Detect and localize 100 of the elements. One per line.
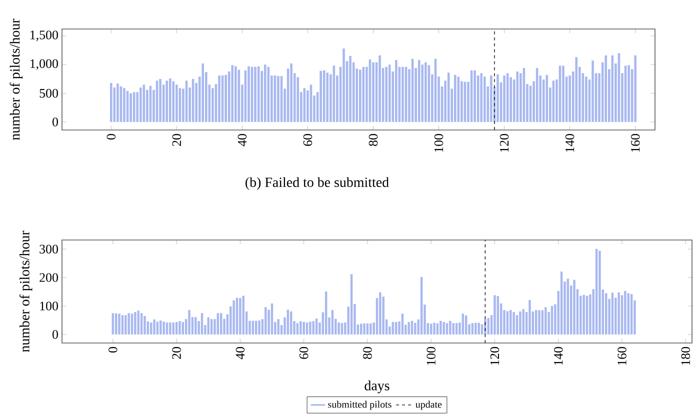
bar bbox=[309, 322, 312, 334]
bar bbox=[342, 48, 345, 122]
bar bbox=[430, 324, 432, 334]
legend-label: submitted pilots bbox=[328, 400, 392, 410]
bar bbox=[118, 314, 120, 334]
bar bbox=[510, 310, 512, 334]
bar bbox=[478, 322, 480, 334]
bar bbox=[110, 82, 112, 122]
bar bbox=[490, 75, 492, 122]
bar bbox=[560, 272, 563, 334]
bar bbox=[159, 78, 162, 122]
y-tick-label: 200 bbox=[40, 273, 58, 282]
bar bbox=[137, 310, 140, 334]
bar bbox=[218, 75, 220, 122]
bar bbox=[562, 66, 564, 122]
bar bbox=[358, 70, 362, 122]
bar bbox=[128, 313, 130, 334]
bar bbox=[370, 323, 372, 334]
bar bbox=[202, 63, 204, 122]
bar bbox=[160, 320, 162, 334]
y-axis-title: number of pilots/hour bbox=[10, 18, 22, 140]
bar bbox=[471, 323, 474, 334]
bar bbox=[452, 323, 454, 334]
x-tick-label: 20 bbox=[172, 347, 181, 359]
bar bbox=[178, 321, 181, 334]
bar bbox=[496, 296, 500, 334]
bar bbox=[408, 322, 410, 334]
bar bbox=[338, 322, 340, 334]
y-tick-label: 1,000 bbox=[30, 59, 58, 70]
bar bbox=[315, 318, 318, 334]
bar bbox=[418, 60, 420, 122]
x-tick-label: 120 bbox=[490, 347, 500, 365]
bar bbox=[624, 290, 626, 334]
bar bbox=[116, 84, 119, 122]
bar bbox=[496, 74, 499, 122]
bar bbox=[598, 250, 601, 334]
bar bbox=[258, 320, 260, 334]
bar bbox=[134, 312, 136, 334]
y-axis-title: number of pilots/hour bbox=[19, 230, 32, 352]
bar bbox=[595, 248, 598, 334]
bar bbox=[534, 310, 538, 334]
y-tick-label: 100 bbox=[40, 302, 58, 310]
bar bbox=[573, 280, 576, 334]
bar bbox=[582, 294, 585, 334]
bar bbox=[503, 75, 506, 122]
bar bbox=[388, 64, 391, 122]
bar bbox=[575, 57, 578, 122]
bar bbox=[200, 313, 204, 334]
bar bbox=[512, 312, 515, 334]
bar bbox=[544, 307, 547, 334]
x-tick-label: 80 bbox=[368, 134, 378, 146]
bar bbox=[519, 311, 522, 334]
x-tick-label: 0 bbox=[108, 347, 118, 352]
bar bbox=[360, 324, 362, 334]
bar bbox=[442, 322, 445, 334]
bar bbox=[550, 306, 554, 334]
bar bbox=[234, 66, 237, 122]
bar bbox=[130, 314, 134, 334]
bar bbox=[604, 55, 608, 122]
x-tick-label: 180 bbox=[681, 347, 690, 365]
bar bbox=[483, 76, 486, 122]
bar bbox=[546, 74, 548, 122]
bar bbox=[166, 322, 168, 334]
x-tick-label: 100 bbox=[434, 134, 444, 152]
bar bbox=[220, 313, 222, 334]
bar bbox=[385, 66, 388, 122]
y-tick-label: 500 bbox=[40, 88, 58, 98]
bar bbox=[216, 313, 220, 334]
bar bbox=[324, 292, 328, 334]
bar bbox=[454, 74, 456, 122]
bar bbox=[306, 322, 308, 334]
bar bbox=[634, 55, 636, 122]
bar bbox=[326, 72, 329, 122]
text: (b) Failed to be submitted bbox=[246, 177, 389, 190]
bar bbox=[340, 323, 344, 334]
bar bbox=[349, 56, 352, 122]
bar bbox=[320, 70, 322, 122]
bar bbox=[627, 293, 630, 334]
bar bbox=[162, 322, 165, 334]
bar bbox=[264, 307, 267, 334]
x-tick-label: 0 bbox=[106, 134, 116, 140]
bar bbox=[414, 322, 416, 334]
x-tick-label: 40 bbox=[238, 134, 247, 146]
bar bbox=[231, 65, 234, 122]
bar bbox=[604, 293, 608, 334]
x-tick-label: 40 bbox=[236, 347, 245, 360]
bar bbox=[331, 310, 334, 334]
bar bbox=[188, 310, 190, 334]
bar bbox=[290, 311, 292, 334]
bar bbox=[270, 303, 274, 334]
bar bbox=[112, 313, 114, 334]
legend-label: update bbox=[416, 400, 442, 410]
bar bbox=[480, 73, 483, 122]
bar bbox=[172, 322, 174, 334]
x-tick-label: 160 bbox=[630, 134, 640, 152]
bar bbox=[153, 319, 156, 334]
bar bbox=[286, 310, 290, 334]
bar bbox=[568, 75, 571, 122]
bar bbox=[139, 88, 142, 122]
bar bbox=[130, 93, 132, 122]
